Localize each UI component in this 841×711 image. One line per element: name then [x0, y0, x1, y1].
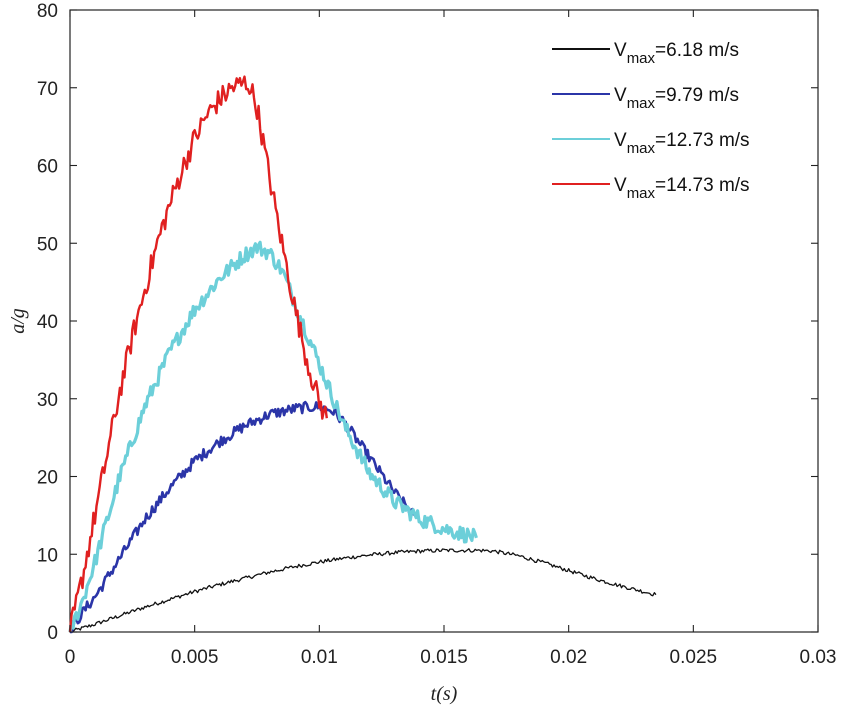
- x-tick-label: 0: [65, 647, 76, 668]
- series-line-4: [68, 75, 328, 633]
- y-axis-label: a/g: [7, 308, 29, 334]
- x-axis-label: t(s): [431, 683, 458, 705]
- x-tick-label: 0.015: [420, 647, 468, 668]
- y-tick-label: 50: [37, 234, 58, 255]
- axis-ticks: 0 0.005 0.01 0.015 0.02 0.025 0.03 0 10 20 30 40 50 6…: [37, 1, 837, 668]
- y-tick-label: 0: [47, 623, 58, 644]
- x-tick-label: 0.02: [550, 647, 587, 668]
- series-layer: [68, 75, 657, 634]
- series-line-1: [69, 548, 657, 633]
- y-tick-label: 70: [37, 79, 58, 100]
- y-tick-label: 80: [37, 1, 58, 22]
- legend-label-2: Vmax=9.79 m/s: [614, 85, 739, 112]
- x-tick-label: 0.025: [670, 647, 718, 668]
- x-tick-label: 0.01: [301, 647, 338, 668]
- legend-label-3: Vmax=12.73 m/s: [614, 130, 750, 157]
- y-tick-label: 30: [37, 390, 58, 411]
- legend-label-1: Vmax=6.18 m/s: [614, 40, 739, 67]
- y-tick-label: 20: [37, 468, 58, 489]
- legend: Vmax=6.18 m/s Vmax=9.79 m/s Vmax=12.73 m/s…: [552, 40, 750, 202]
- y-tick-label: 10: [37, 545, 58, 566]
- legend-label-4: Vmax=14.73 m/s: [614, 175, 750, 202]
- x-tick-label: 0.03: [800, 647, 837, 668]
- series-line-3: [68, 240, 478, 633]
- series-line-2: [70, 400, 416, 634]
- y-tick-label: 60: [37, 157, 58, 178]
- x-tick-label: 0.005: [171, 647, 219, 668]
- y-tick-label: 40: [37, 312, 58, 333]
